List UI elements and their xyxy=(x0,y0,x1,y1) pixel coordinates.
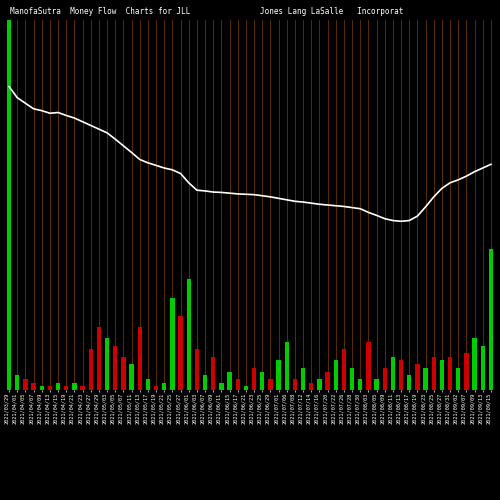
Bar xyxy=(154,386,158,390)
Bar xyxy=(96,327,101,390)
Bar xyxy=(488,250,493,390)
Bar xyxy=(350,368,354,390)
Bar xyxy=(194,350,199,390)
Bar xyxy=(130,364,134,390)
Bar xyxy=(88,350,93,390)
Bar xyxy=(170,298,174,390)
Bar xyxy=(407,375,412,390)
Bar xyxy=(244,386,248,390)
Bar xyxy=(146,379,150,390)
Bar xyxy=(358,379,362,390)
Bar xyxy=(252,368,256,390)
Bar xyxy=(456,368,460,390)
Bar xyxy=(48,386,52,390)
Bar xyxy=(390,356,395,390)
Bar xyxy=(276,360,281,390)
Bar xyxy=(211,356,216,390)
Bar xyxy=(162,382,166,390)
Bar xyxy=(432,356,436,390)
Bar xyxy=(236,379,240,390)
Bar xyxy=(326,372,330,390)
Bar xyxy=(415,364,420,390)
Bar xyxy=(334,360,338,390)
Bar xyxy=(178,316,183,390)
Text: Jones Lang LaSalle   Incorporat: Jones Lang LaSalle Incorporat xyxy=(260,8,404,16)
Bar xyxy=(72,382,76,390)
Bar xyxy=(317,379,322,390)
Bar xyxy=(113,346,117,390)
Bar xyxy=(374,379,379,390)
Bar xyxy=(301,368,306,390)
Bar xyxy=(23,379,28,390)
Bar xyxy=(440,360,444,390)
Bar xyxy=(105,338,110,390)
Bar xyxy=(366,342,370,390)
Bar xyxy=(480,346,485,390)
Bar xyxy=(448,356,452,390)
Bar xyxy=(260,372,264,390)
Bar xyxy=(464,353,468,390)
Bar xyxy=(138,327,142,390)
Text: ManofaSutra  Money Flow  Charts for JLL: ManofaSutra Money Flow Charts for JLL xyxy=(10,8,190,16)
Bar xyxy=(382,368,387,390)
Bar xyxy=(7,20,12,390)
Bar xyxy=(292,379,297,390)
Bar xyxy=(472,338,477,390)
Bar xyxy=(284,342,289,390)
Bar xyxy=(219,382,224,390)
Bar xyxy=(80,386,85,390)
Bar xyxy=(342,350,346,390)
Bar xyxy=(424,368,428,390)
Bar xyxy=(186,279,191,390)
Bar xyxy=(40,386,44,390)
Bar xyxy=(15,375,20,390)
Bar xyxy=(203,375,207,390)
Bar xyxy=(268,379,272,390)
Bar xyxy=(309,382,314,390)
Bar xyxy=(64,386,68,390)
Bar xyxy=(32,382,36,390)
Bar xyxy=(228,372,232,390)
Bar xyxy=(121,356,126,390)
Bar xyxy=(399,360,404,390)
Bar xyxy=(56,382,60,390)
